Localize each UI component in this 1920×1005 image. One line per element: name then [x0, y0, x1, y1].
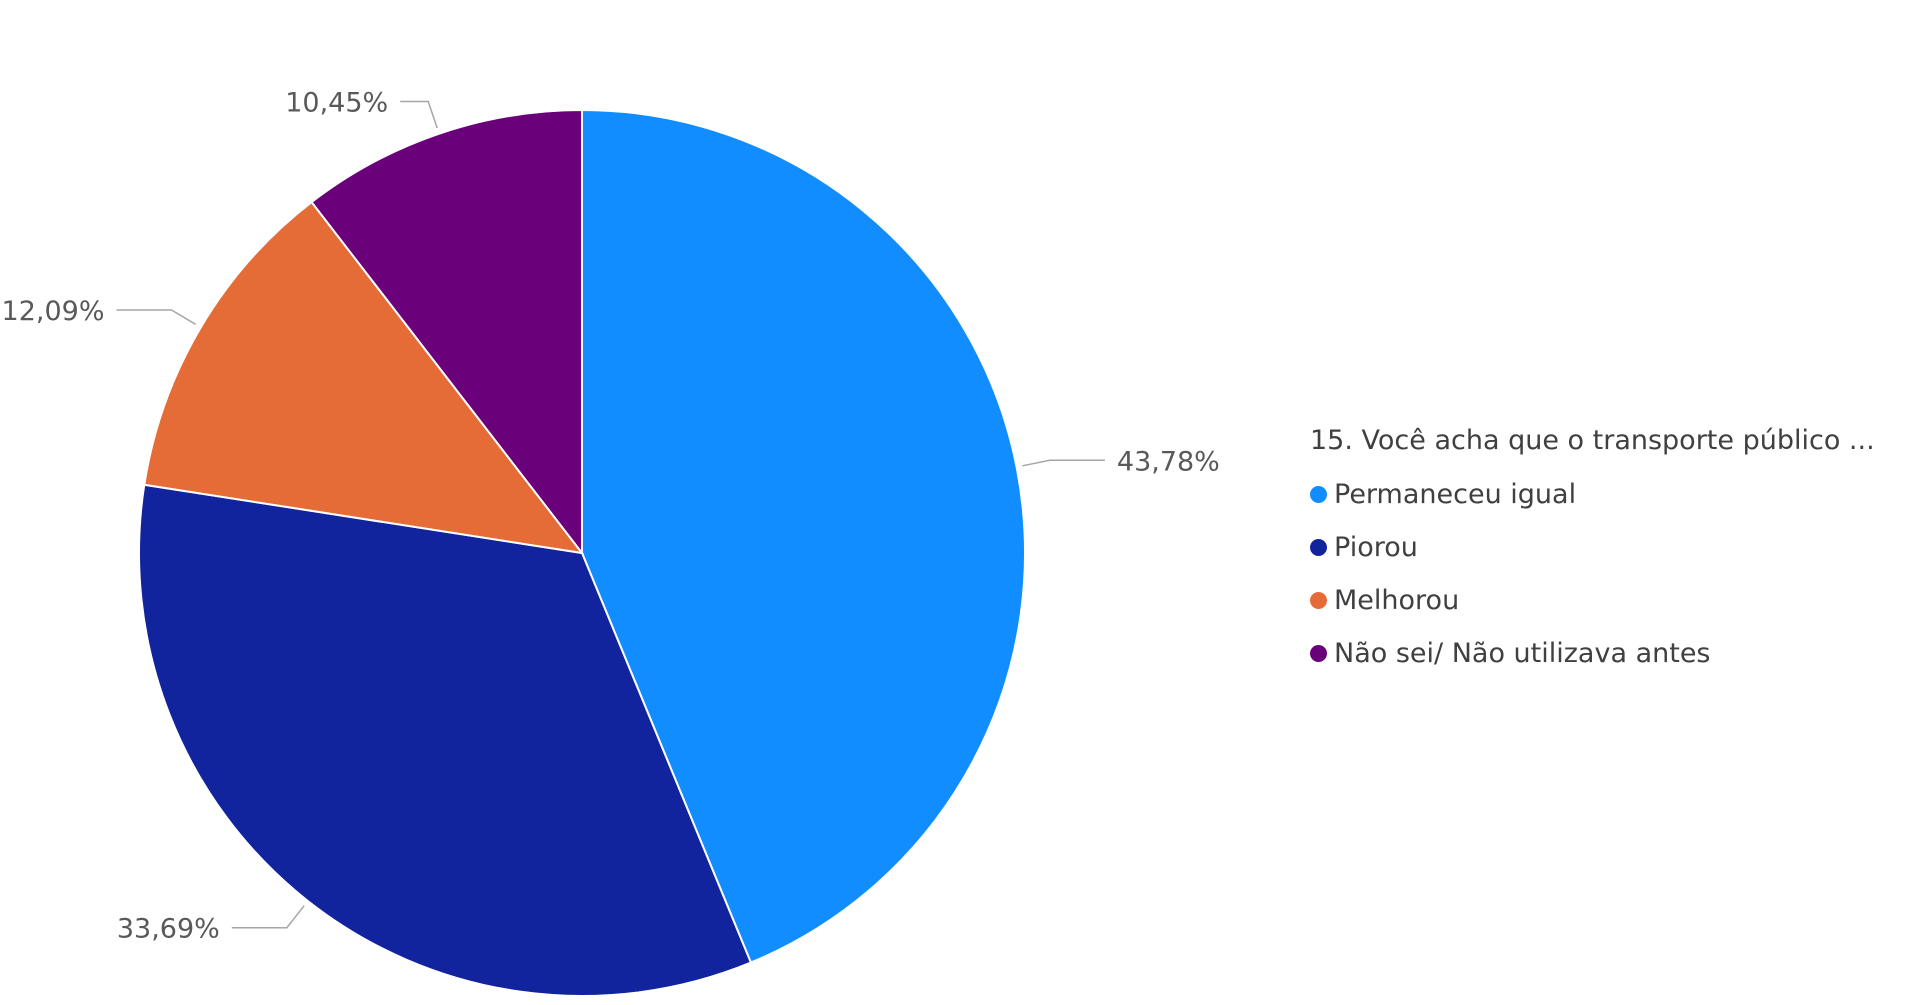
pie-slice-permaneceu-igual[interactable] — [581, 108, 1026, 964]
pie-slice-piorou[interactable] — [138, 483, 753, 997]
leader-line — [400, 100, 438, 129]
legend-item-piorou[interactable]: Piorou — [1310, 521, 1875, 574]
leader-line — [231, 905, 305, 929]
data-label: 33,69% — [117, 914, 220, 945]
legend-item-nao-sei[interactable]: Não sei/ Não utilizava antes — [1310, 627, 1875, 680]
legend-dot — [1310, 486, 1327, 503]
legend-label: Melhorou — [1334, 585, 1460, 616]
data-label: 12,09% — [2, 296, 105, 327]
legend-title: 15. Você acha que o transporte público .… — [1310, 425, 1875, 456]
legend-label: Não sei/ Não utilizava antes — [1334, 638, 1711, 669]
legend: 15. Você acha que o transporte público .… — [1310, 425, 1875, 680]
legend-dot — [1310, 539, 1327, 556]
data-labels: 43,78% 33,69% 12,09% 10,45% — [2, 88, 1220, 945]
pie-slice-melhorou[interactable] — [143, 200, 585, 555]
leader-lines — [116, 100, 1105, 929]
legend-label: Piorou — [1334, 532, 1418, 563]
pie-slice-n-o-sei-n-o-utilizava-antes[interactable] — [310, 108, 583, 556]
legend-item-permaneceu-igual[interactable]: Permaneceu igual — [1310, 468, 1875, 521]
leader-line — [1022, 459, 1105, 467]
data-label: 43,78% — [1117, 446, 1220, 477]
leader-line — [116, 309, 196, 325]
pie-slices — [138, 108, 1026, 997]
data-label: 10,45% — [285, 88, 388, 119]
legend-item-melhorou[interactable]: Melhorou — [1310, 574, 1875, 627]
legend-label: Permaneceu igual — [1334, 479, 1577, 510]
legend-dot — [1310, 592, 1327, 609]
legend-dot — [1310, 645, 1327, 662]
